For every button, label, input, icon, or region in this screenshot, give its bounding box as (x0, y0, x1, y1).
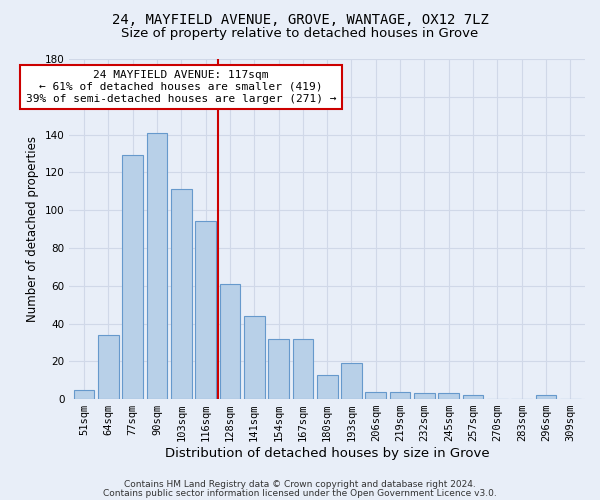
Bar (98, 335, 119, 399)
Text: 24, MAYFIELD AVENUE, GROVE, WANTAGE, OX12 7LZ: 24, MAYFIELD AVENUE, GROVE, WANTAGE, OX1… (112, 12, 488, 26)
Bar (317, 374, 338, 399)
Text: Size of property relative to detached houses in Grove: Size of property relative to detached ho… (121, 28, 479, 40)
Bar (365, 392, 386, 399)
Bar (414, 394, 435, 399)
Bar (171, 190, 191, 399)
X-axis label: Distribution of detached houses by size in Grove: Distribution of detached houses by size … (165, 447, 490, 460)
Text: 24 MAYFIELD AVENUE: 117sqm
← 61% of detached houses are smaller (419)
39% of sem: 24 MAYFIELD AVENUE: 117sqm ← 61% of deta… (26, 70, 337, 104)
Bar (195, 222, 216, 399)
Bar (341, 363, 362, 399)
Y-axis label: Number of detached properties: Number of detached properties (26, 136, 39, 322)
Bar (536, 396, 556, 399)
Bar (439, 394, 459, 399)
Bar (390, 392, 410, 399)
Text: Contains HM Land Registry data © Crown copyright and database right 2024.: Contains HM Land Registry data © Crown c… (124, 480, 476, 489)
Bar (293, 338, 313, 399)
Bar (74, 390, 94, 399)
Bar (463, 396, 484, 399)
Bar (122, 156, 143, 399)
Bar (220, 284, 240, 399)
Bar (268, 338, 289, 399)
Bar (244, 316, 265, 399)
Text: Contains public sector information licensed under the Open Government Licence v3: Contains public sector information licen… (103, 490, 497, 498)
Bar (146, 132, 167, 399)
